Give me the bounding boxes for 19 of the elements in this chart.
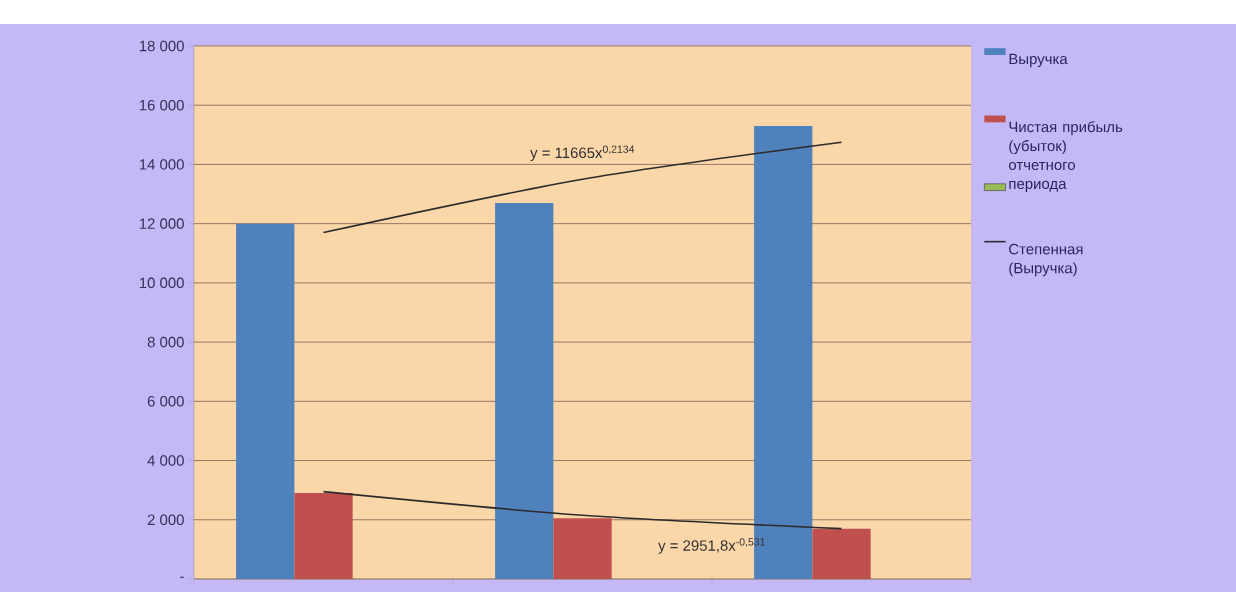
bar xyxy=(294,493,353,579)
y-tick-label: 12 000 xyxy=(139,218,184,229)
y-tick-label: 10 000 xyxy=(139,277,184,289)
y-tick-label: 16 000 xyxy=(139,99,184,111)
y-tick-label: 18 000 xyxy=(139,40,184,52)
bar xyxy=(812,528,871,579)
y-tick-label: - xyxy=(180,576,184,578)
bar xyxy=(553,518,612,579)
annotation: y = 11665x$^{0,2134}$ xyxy=(530,145,635,162)
y-tick-label: 2 000 xyxy=(147,514,184,526)
y-tick-label: 6 000 xyxy=(147,396,184,407)
legend-label: Выручка xyxy=(1009,53,1068,68)
y-tick-label: 14 000 xyxy=(139,159,184,170)
bar xyxy=(495,202,554,579)
y-tick-label: 4 000 xyxy=(147,455,184,466)
y-tick-label: 8 000 xyxy=(147,336,184,348)
legend-label: Степенная (Выручка) xyxy=(1009,243,1083,277)
legend-label: Чистая прибыль (убыток) отчетного периода xyxy=(1008,121,1123,192)
bar xyxy=(236,223,295,579)
